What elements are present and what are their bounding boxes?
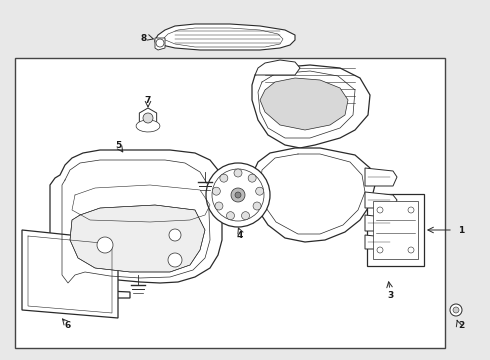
Circle shape: [97, 237, 113, 253]
Circle shape: [256, 187, 264, 195]
Text: 4: 4: [237, 230, 243, 239]
Text: 6: 6: [65, 321, 71, 330]
FancyBboxPatch shape: [367, 194, 424, 266]
Circle shape: [169, 229, 181, 241]
Polygon shape: [255, 60, 300, 75]
Circle shape: [377, 207, 383, 213]
Polygon shape: [365, 235, 397, 249]
Text: 8: 8: [141, 33, 147, 42]
Polygon shape: [136, 120, 160, 132]
Polygon shape: [252, 148, 375, 242]
Polygon shape: [139, 108, 157, 128]
Circle shape: [377, 247, 383, 253]
Circle shape: [408, 247, 414, 253]
Polygon shape: [252, 65, 370, 148]
Polygon shape: [365, 192, 397, 208]
Text: 2: 2: [458, 321, 464, 330]
Circle shape: [212, 169, 264, 221]
Circle shape: [450, 304, 462, 316]
Circle shape: [408, 207, 414, 213]
Polygon shape: [155, 24, 295, 50]
Circle shape: [242, 212, 249, 220]
Circle shape: [234, 169, 242, 177]
Circle shape: [143, 113, 153, 123]
Circle shape: [206, 163, 270, 227]
Circle shape: [226, 212, 235, 220]
Polygon shape: [260, 78, 348, 130]
Text: 1: 1: [458, 225, 464, 234]
Bar: [373, 201, 418, 259]
Text: 5: 5: [115, 140, 121, 149]
Polygon shape: [22, 230, 118, 318]
Circle shape: [453, 307, 459, 313]
Circle shape: [168, 253, 182, 267]
Circle shape: [253, 202, 261, 210]
Polygon shape: [155, 38, 165, 50]
Circle shape: [156, 39, 164, 47]
Bar: [15, 58, 445, 348]
Polygon shape: [70, 205, 205, 272]
Circle shape: [215, 202, 223, 210]
Text: 7: 7: [145, 95, 151, 104]
Polygon shape: [50, 150, 222, 298]
Polygon shape: [365, 215, 397, 231]
Text: 3: 3: [387, 291, 393, 300]
Circle shape: [231, 188, 245, 202]
Circle shape: [235, 192, 241, 198]
Circle shape: [248, 174, 256, 182]
Circle shape: [220, 174, 228, 182]
Circle shape: [212, 187, 220, 195]
Polygon shape: [365, 168, 397, 186]
